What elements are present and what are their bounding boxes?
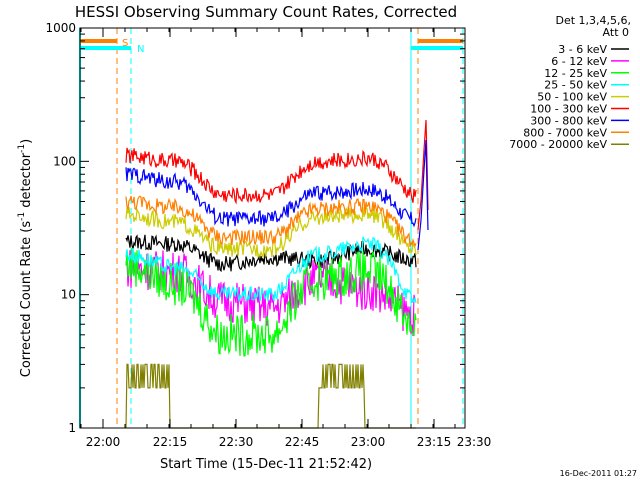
series-line [125,234,417,273]
x-tick-label: 23:00 [351,435,386,449]
y-label-main: Corrected Count Rate (s [19,221,34,378]
y-tick-label: 1000 [45,21,76,35]
annotation-s: S [122,38,128,49]
series-line [125,147,417,205]
svg-text:Corrected Count Rate (s-1 dete: Corrected Count Rate (s-1 detector-1) [17,139,34,377]
legend-entry: 50 - 100 keV [537,91,607,104]
x-tick-label: 22:00 [86,435,121,449]
plot-frame [79,27,466,429]
annotation-n: N [137,44,144,55]
y-tick-label: 1 [68,421,76,435]
series-line [125,363,416,429]
x-tick-label: 23:30 [457,435,492,449]
x-tick-label: 22:45 [285,435,320,449]
legend-header: Att 0 [603,26,629,39]
x-axis-label: Start Time (15-Dec-11 21:52:42) [160,457,372,472]
legend-entry: 800 - 7000 keV [523,126,607,139]
series-layer: SN [79,28,464,429]
legend-entry: 6 - 12 keV [551,55,607,68]
series-line [125,195,417,248]
series-line [125,206,417,260]
flare-spike [417,139,429,251]
legend-header: Det 1,3,4,5,6, [555,14,631,27]
series-line [125,167,417,228]
legend-entry: 7000 - 20000 keV [509,138,607,151]
y-label-mid: detector [19,152,34,212]
y-tick-label: 100 [53,154,76,168]
x-tick-label: 23:15 [417,435,452,449]
legend-entry: 3 - 6 keV [558,43,607,56]
x-tick-label: 22:30 [219,435,254,449]
legend-entry: 300 - 800 keV [530,114,607,127]
y-label-end: ) [19,139,34,144]
legend-entry: 12 - 25 keV [544,67,607,80]
x-tick-label: 22:15 [153,435,188,449]
chart-title: HESSI Observing Summary Count Rates, Cor… [75,3,457,21]
axes-layer: 1 10 100 1000 22:00 22:15 22:30 22:45 23:00 23:15… [45,21,491,449]
series-line [125,236,417,304]
y-axis-label: Corrected Count Rate (s-1 detector-1) [17,139,34,377]
y-label-sup1: -1 [17,212,27,221]
legend-entry: 25 - 50 keV [544,79,607,92]
legend-entry: 100 - 300 keV [530,103,607,116]
y-tick-label: 10 [61,288,76,302]
y-label-sup2: -1 [17,144,27,153]
series-line [125,247,417,357]
timestamp: 16-Dec-2011 01:27 [560,469,637,478]
